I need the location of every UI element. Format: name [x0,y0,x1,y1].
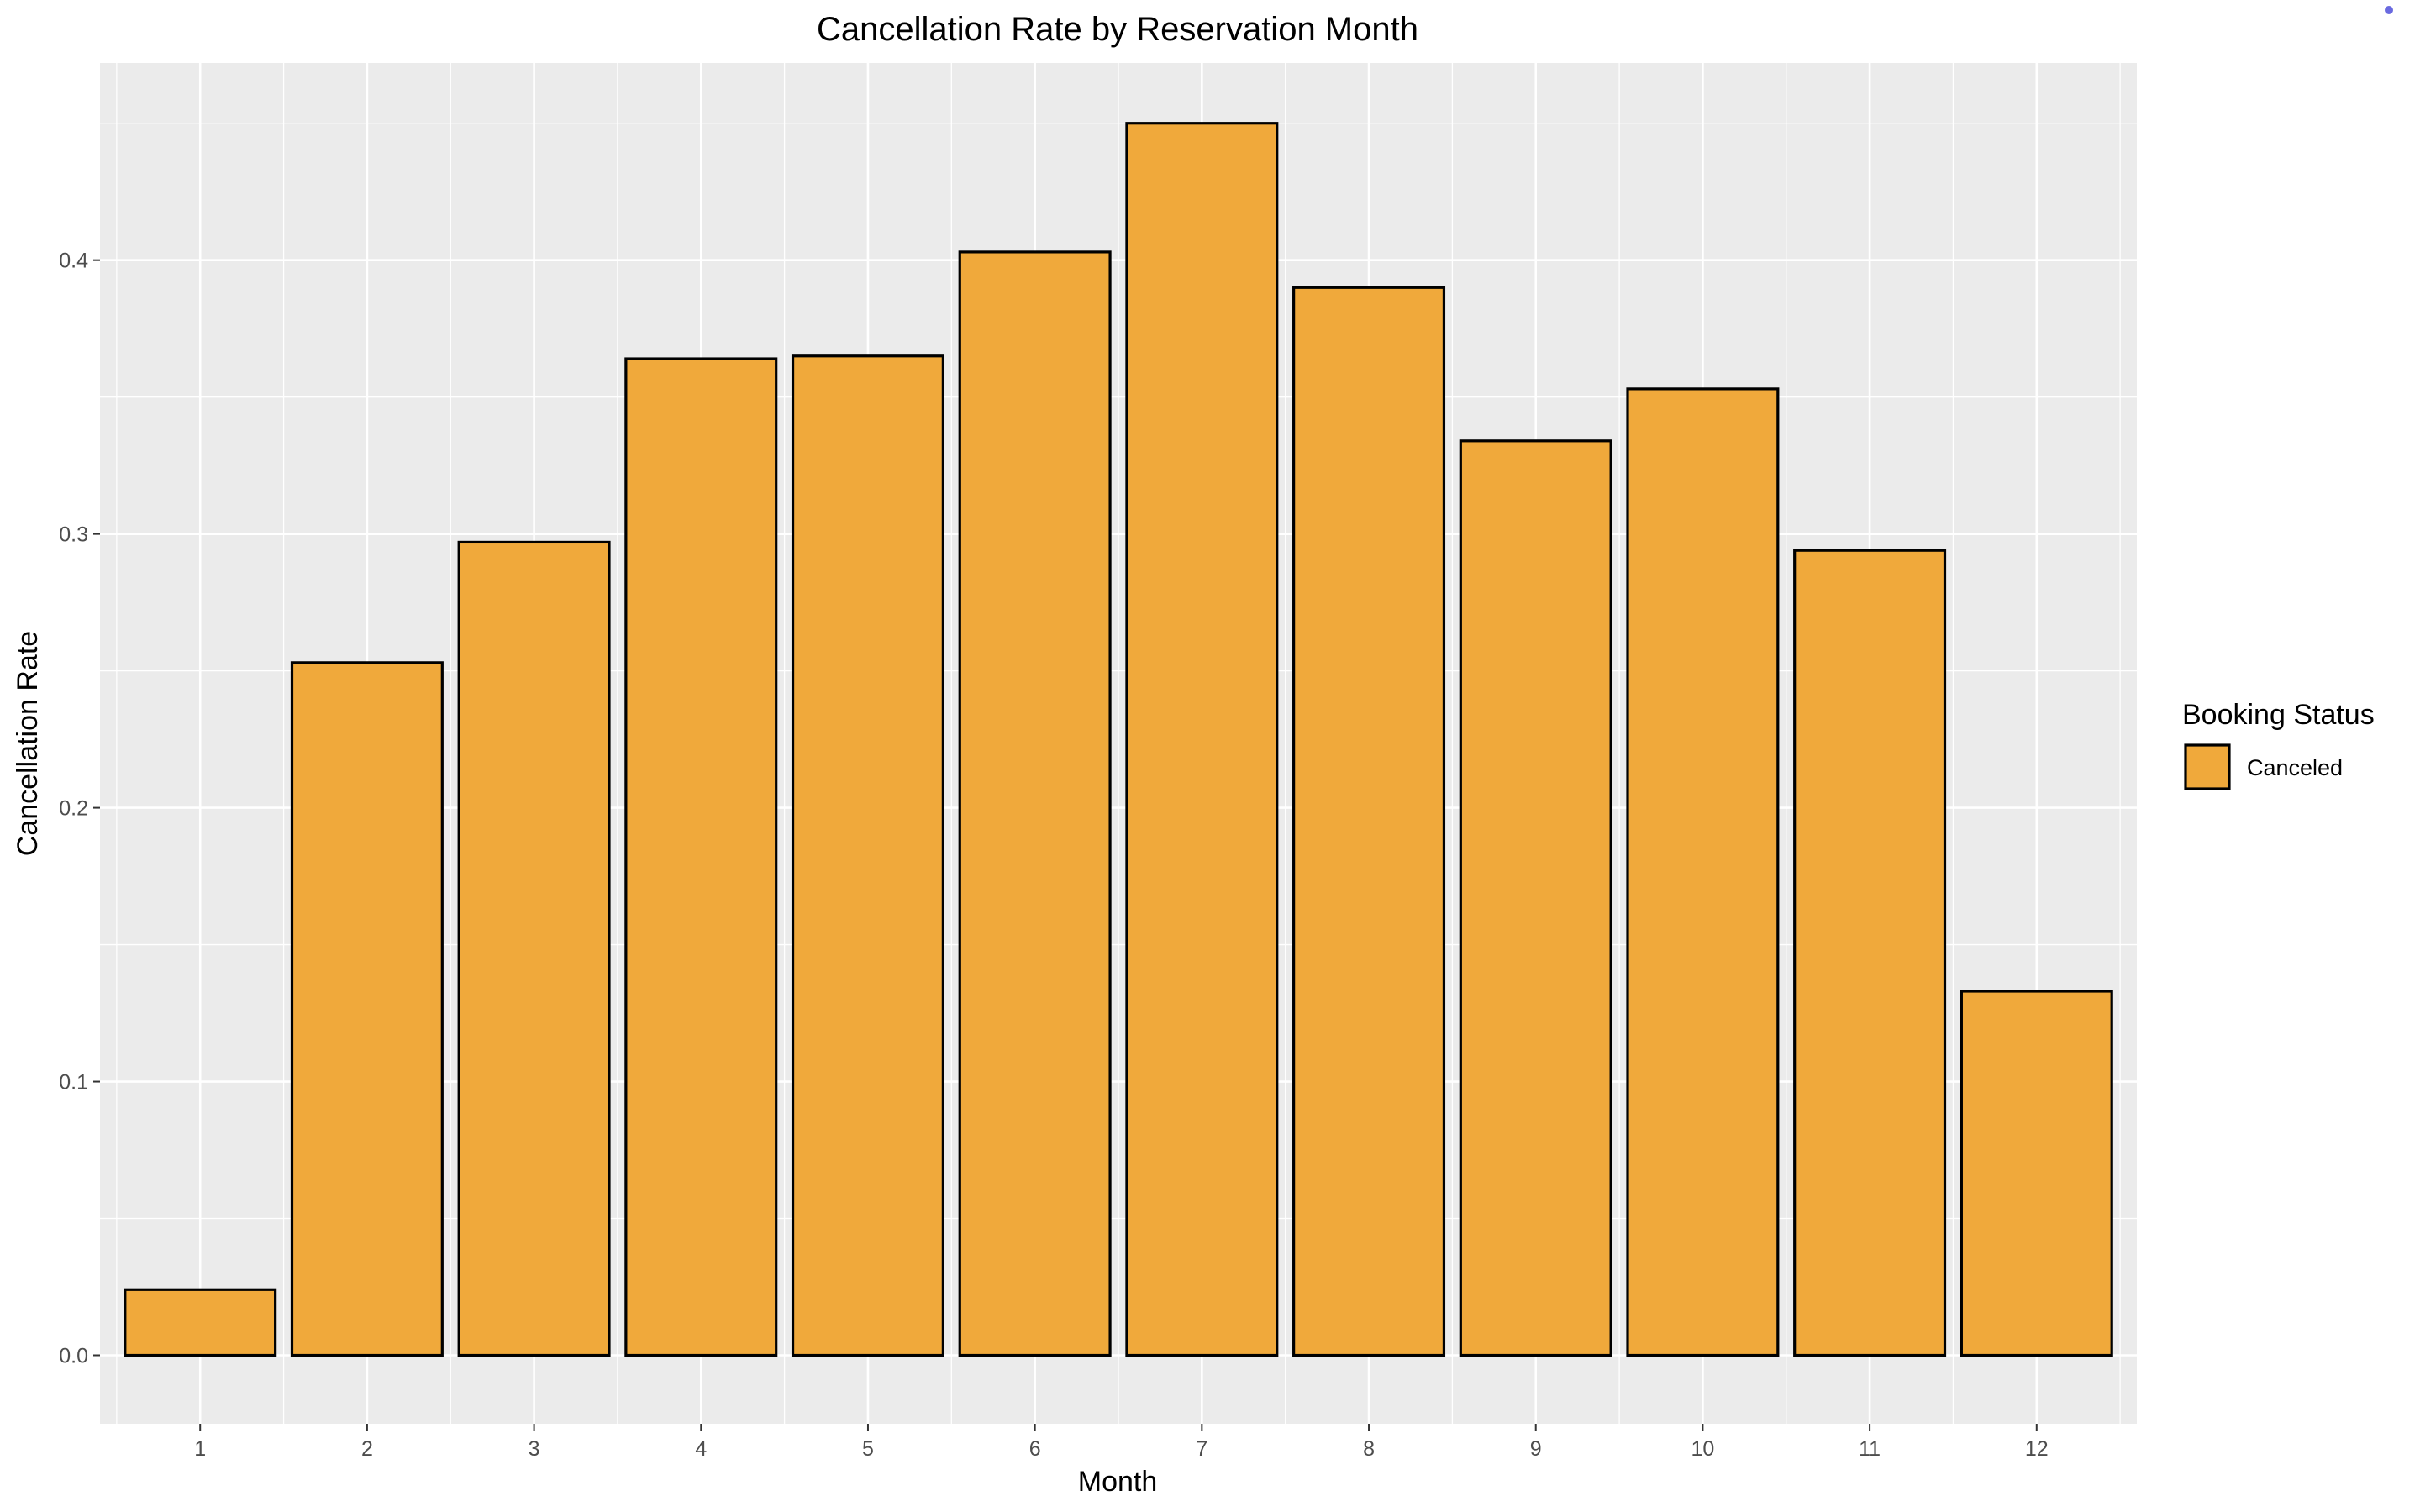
bar-month-4 [624,357,778,1357]
x-axis: 1 2 3 4 5 6 7 8 9 10 11 12 [194,1424,2049,1461]
chart-title: Cancellation Rate by Reservation Month [817,11,1418,48]
x-tick-label: 7 [1196,1437,1207,1461]
y-tick-label: 0.0 [59,1345,88,1368]
x-tick-label: 5 [862,1437,874,1461]
y-tick-label: 0.2 [59,797,88,821]
bar-month-7 [1125,122,1279,1357]
y-tick-label: 0.4 [59,249,88,273]
x-tick-label: 9 [1530,1437,1542,1461]
x-tick-label: 6 [1029,1437,1041,1461]
x-tick-label: 4 [695,1437,707,1461]
bar-month-3 [457,540,611,1357]
bar-month-12 [1960,990,2113,1357]
y-axis-title: Cancellation Rate [12,631,44,856]
dot-marker [2385,6,2393,14]
bars [124,122,2113,1357]
bar-month-6 [958,250,1112,1357]
y-axis: 0.0 0.1 0.2 0.3 0.4 [59,249,100,1368]
x-tick-label: 3 [529,1437,540,1461]
legend-key-canceled [2184,743,2231,790]
x-tick-label: 11 [1859,1437,1881,1461]
bar-month-5 [791,354,944,1357]
bar-month-11 [1793,549,1947,1357]
x-tick-label: 12 [2025,1437,2049,1461]
y-tick-label: 0.1 [59,1071,88,1095]
bar-month-9 [1459,439,1612,1357]
bar-month-8 [1292,286,1446,1357]
legend-label-canceled: Canceled [2247,755,2343,780]
x-tick-label: 2 [361,1437,373,1461]
x-tick-label: 10 [1691,1437,1715,1461]
y-tick-label: 0.3 [59,523,88,547]
bar-month-2 [290,661,444,1357]
legend-title: Booking Status [2182,699,2375,731]
x-tick-label: 1 [194,1437,206,1461]
legend: Booking Status Canceled [2182,699,2375,790]
x-axis-title: Month [1078,1466,1158,1498]
x-tick-label: 8 [1363,1437,1375,1461]
bar-month-10 [1626,387,1780,1357]
bar-month-1 [124,1288,277,1357]
